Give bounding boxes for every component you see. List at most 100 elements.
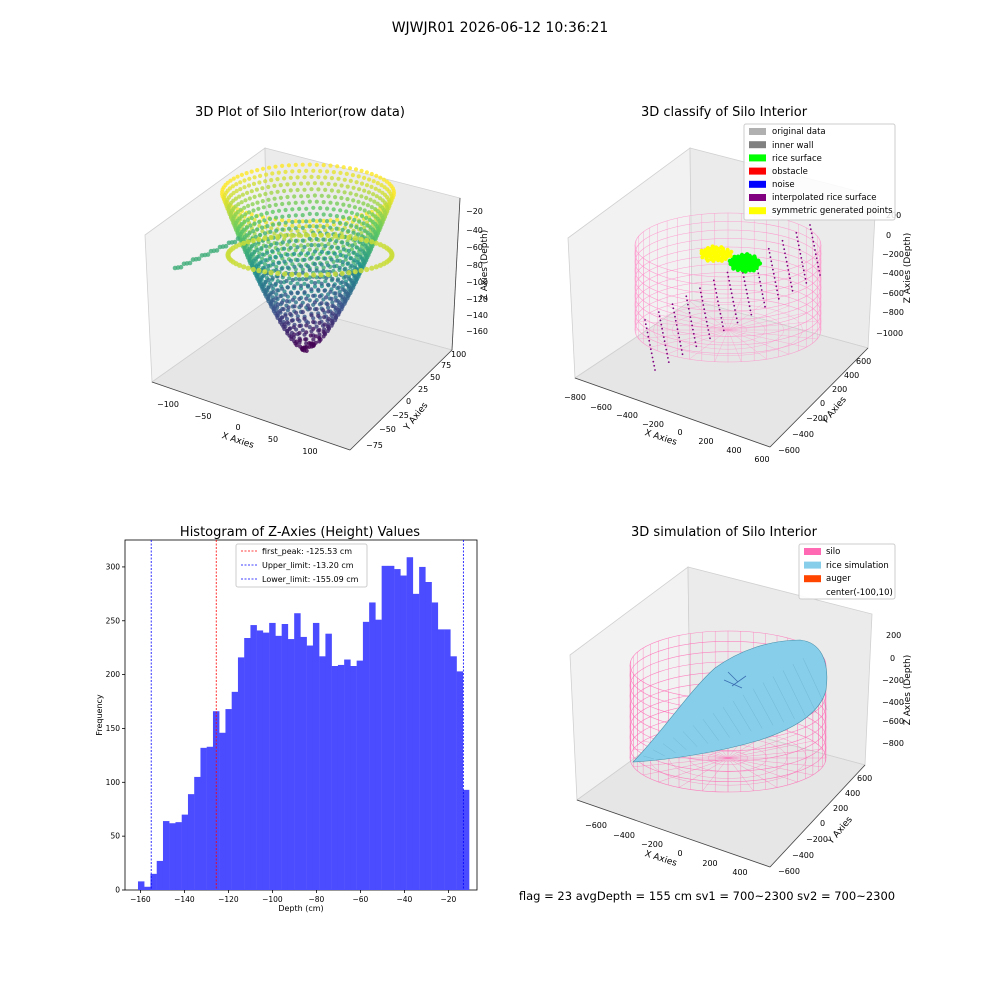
raw-point [340,280,345,285]
raw-point [267,216,273,221]
raw-point [348,256,353,261]
raw-point [262,262,268,267]
interpolated-point [702,304,705,306]
interpolated-point [771,264,773,267]
histogram-bar [231,691,239,890]
raw-point [249,244,254,249]
interpolated-point [727,275,730,278]
raw-point [239,214,245,219]
raw-y-tick: −75 [366,441,383,450]
raw-point [379,183,384,188]
raw-point [346,252,351,257]
raw-point [269,283,274,288]
classify-legend-label: symmetric generated points [772,206,893,216]
interpolated-point [716,296,718,298]
raw-point [242,205,247,210]
histogram-x-tick-label: −160 [130,895,151,904]
interpolated-point [687,303,689,306]
interpolated-point [772,268,774,271]
raw-point [266,197,271,202]
raw-point [285,182,290,187]
raw-point [257,251,262,256]
raw-point [256,268,262,274]
raw-point [316,255,321,261]
interpolated-point [712,279,715,282]
raw-point [307,219,312,224]
interpolated-point [810,232,813,235]
raw-point [345,184,350,189]
raw-point [309,187,314,192]
raw-point [346,229,351,234]
histogram-bar [444,629,451,890]
raw-point [293,200,298,205]
simulation-y-tick: −200 [806,835,828,844]
raw-point [267,203,272,209]
rice-surface-point [739,252,745,258]
raw-point [325,223,330,228]
raw-point [295,187,300,193]
histogram-bar [181,814,189,890]
raw-point [338,208,343,213]
raw-point [369,205,374,210]
interpolated-point [694,341,697,343]
raw-point [321,329,326,334]
raw-point [270,276,275,281]
raw-point [283,292,288,297]
raw-point [287,276,292,281]
raw-point [275,247,280,252]
histogram-bar [437,629,445,890]
raw-point [311,205,316,210]
raw-point [244,171,249,176]
histogram-y-tick-label: 250 [106,616,121,625]
raw-point [290,169,295,174]
interpolated-point [757,272,760,275]
raw-point [282,246,287,251]
raw-point [304,341,309,346]
silo-floor-spoke [649,329,729,348]
raw-point [262,231,268,236]
raw-point [307,306,312,311]
raw-point [280,240,285,245]
raw-point [256,206,261,211]
interpolated-point [801,261,803,263]
raw-point [358,268,364,274]
histogram-bar [237,657,245,890]
raw-point [322,315,327,320]
raw-point [312,193,317,198]
raw-point [205,252,211,257]
histogram-x-tick-label: −140 [174,895,195,904]
histogram-legend: first_peak: -125.53 cm Upper_limit: -13.… [235,543,368,588]
raw-point [323,256,328,261]
silo-floor-spoke [727,757,778,788]
raw-point [279,315,285,320]
surface-mesh-line [712,713,730,738]
surface-mesh-line [772,676,795,720]
raw-point [335,278,340,283]
raw-point [278,294,283,299]
classify-y-tick: −600 [778,446,800,455]
raw-point [345,197,350,202]
raw-point [255,227,260,232]
raw-point [366,210,371,215]
simulation-z-tick: −600 [882,717,904,726]
simulation-y-ticks: −600 −400 −200 0 200 400 600 [778,774,872,876]
simulation-legend-swatch [804,548,821,555]
histogram-bar [250,625,257,890]
raw-point [303,337,308,342]
histogram-bar [169,823,176,890]
rice-surface-point [732,254,737,260]
silo-floor-spoke [658,757,729,783]
histogram-bar [381,565,389,890]
raw-point [326,250,331,255]
raw-point [279,266,284,271]
interpolated-point [717,304,720,307]
interpolated-point [667,361,670,363]
raw-point [307,236,312,241]
symmetric-point [714,245,719,250]
classify-legend-label: original data [772,127,826,137]
interpolated-point [804,277,807,280]
histogram-bar [281,624,289,890]
raw-point [323,187,328,192]
raw-point [326,309,331,314]
raw-point [273,202,278,207]
